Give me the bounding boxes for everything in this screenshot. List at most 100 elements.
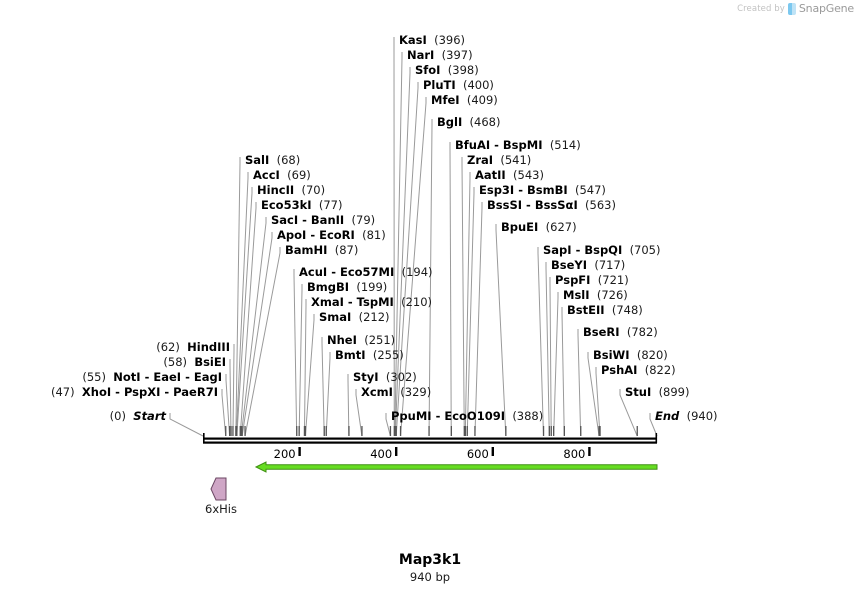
enzyme-name-separator: - [327, 265, 340, 279]
cut-site-mark-pspfi [550, 426, 552, 436]
enzyme-label-xhoi: (47) XhoI - PspXI - PaeR7I [51, 386, 218, 399]
leader-line-pspfi [549, 277, 552, 437]
cut-site-mark-bmti [325, 426, 327, 436]
sequence-backbone [203, 433, 658, 444]
enzyme-label-bsssi: BssSI - BssSαI (563) [487, 199, 616, 212]
enzyme-name: HincII [257, 183, 295, 197]
enzyme-position: (543) [513, 168, 544, 182]
enzyme-name: BmtI [335, 348, 366, 362]
enzyme-position: (397) [441, 48, 473, 62]
leader-line-bsteii [561, 307, 565, 437]
enzyme-label-sapi: SapI - BspQI (705) [543, 244, 661, 257]
enzyme-position: (726) [596, 288, 628, 302]
enzyme-label-msli: MslI (726) [563, 289, 628, 302]
leader-line-hindiii [232, 344, 235, 437]
enzyme-name: BseYI [551, 258, 588, 272]
enzyme-name: AatII [475, 168, 506, 182]
enzyme-position: (514) [549, 138, 581, 152]
leader-line-bmti [325, 352, 331, 437]
enzyme-position: (251) [364, 333, 396, 347]
enzyme-name: HindIII [187, 340, 230, 354]
enzyme-name: NotI [113, 370, 141, 384]
enzyme-position: (820) [636, 348, 668, 362]
leader-line-bamhi [244, 247, 281, 437]
enzyme-position: (400) [463, 78, 494, 92]
leader-line-bsiwi [587, 352, 600, 437]
enzyme-label-esp3i: Esp3I - BsmBI (547) [479, 184, 606, 197]
enzyme-label-bsiwi: BsiWI (820) [593, 349, 668, 362]
enzyme-position: (627) [545, 220, 577, 234]
enzyme-position: (541) [500, 153, 532, 167]
enzyme-name: SmaI [319, 310, 352, 324]
enzyme-label-aatii: AatII (543) [475, 169, 544, 182]
leader-line-smai [304, 314, 315, 437]
enzyme-label-bmgbi: BmgBI (199) [307, 281, 387, 294]
enzyme-name: StuI [625, 385, 652, 399]
snapgene-logo-icon [787, 2, 796, 15]
page-subtitle: 940 bp [409, 570, 451, 584]
enzyme-name: EaeI [153, 370, 182, 384]
enzyme-name: SapI [543, 243, 572, 257]
enzyme-position: (81) [362, 228, 386, 242]
enzyme-name: TspMI [356, 295, 394, 309]
enzyme-position: (388) [512, 409, 544, 423]
enzyme-name: BssSαI [534, 198, 578, 212]
cut-site-mark-aatii [464, 426, 466, 436]
leader-line-apoi [241, 232, 273, 437]
start-marker-position: (0) [109, 409, 126, 423]
leader-line-start-marker [169, 413, 204, 437]
enzyme-label-nhei: NheI (251) [327, 334, 395, 347]
enzyme-position: (212) [358, 310, 390, 324]
enzyme-name: PpuMI [391, 409, 432, 423]
enzyme-name: PluTI [423, 78, 456, 92]
enzyme-label-pshai: PshAI (822) [601, 364, 676, 377]
enzyme-name: EagI [193, 370, 222, 384]
leader-line-bsssi [474, 202, 483, 437]
cut-site-mark-nhei [323, 426, 325, 436]
cut-site-mark-bsiwi [598, 426, 600, 436]
enzyme-name-separator: - [571, 243, 585, 257]
start-marker-text: Start [133, 409, 166, 423]
leader-line-saci [240, 217, 267, 437]
enzyme-label-smai: SmaI (212) [319, 311, 390, 324]
cut-site-mark-noti [229, 426, 231, 436]
leader-line-sapi [537, 247, 544, 437]
cut-site-mark-bfuai [450, 426, 452, 436]
cut-site-mark-bsteii [563, 426, 565, 436]
enzyme-name: AccI [253, 168, 280, 182]
leader-line-sfoi [394, 67, 411, 437]
enzyme-position: (55) [82, 370, 106, 384]
enzyme-name: PspXI [123, 385, 161, 399]
enzyme-name-separator: - [522, 198, 535, 212]
orf-direction-arrow [254, 461, 658, 473]
enzyme-name-separator: - [343, 295, 357, 309]
page-title: Map3k1 [398, 552, 462, 568]
leader-line-xhoi [221, 389, 227, 437]
enzyme-name: NheI [327, 333, 357, 347]
enzyme-position: (748) [611, 303, 643, 317]
enzyme-position: (255) [372, 348, 404, 362]
ruler-tick-600 [491, 447, 494, 456]
cut-site-mark-ppumi [389, 426, 392, 436]
ruler-number-600: 600 [466, 447, 489, 461]
leader-line-acui [293, 269, 298, 437]
enzyme-position: (398) [447, 63, 479, 77]
leader-line-eco53ki [239, 202, 257, 437]
enzyme-label-bgli: BglI (468) [437, 116, 500, 129]
enzyme-label-stui: StuI (899) [625, 386, 690, 399]
enzyme-name: MfeI [431, 93, 460, 107]
cut-site-mark-hincii [236, 426, 238, 436]
enzyme-name: EcoRI [319, 228, 355, 242]
enzyme-name: MslI [563, 288, 590, 302]
enzyme-position: (62) [156, 340, 180, 354]
enzyme-name-separator: - [490, 138, 503, 152]
enzyme-position: (58) [163, 355, 187, 369]
enzyme-position: (563) [585, 198, 616, 212]
cut-site-mark-bgli [428, 426, 430, 436]
cut-site-mark-msli [553, 426, 555, 436]
enzyme-name: BseRI [583, 325, 620, 339]
enzyme-label-apoi: ApoI - EcoRI (81) [277, 229, 386, 242]
cut-site-mark-xhoi [225, 426, 227, 436]
enzyme-position: (468) [469, 115, 501, 129]
